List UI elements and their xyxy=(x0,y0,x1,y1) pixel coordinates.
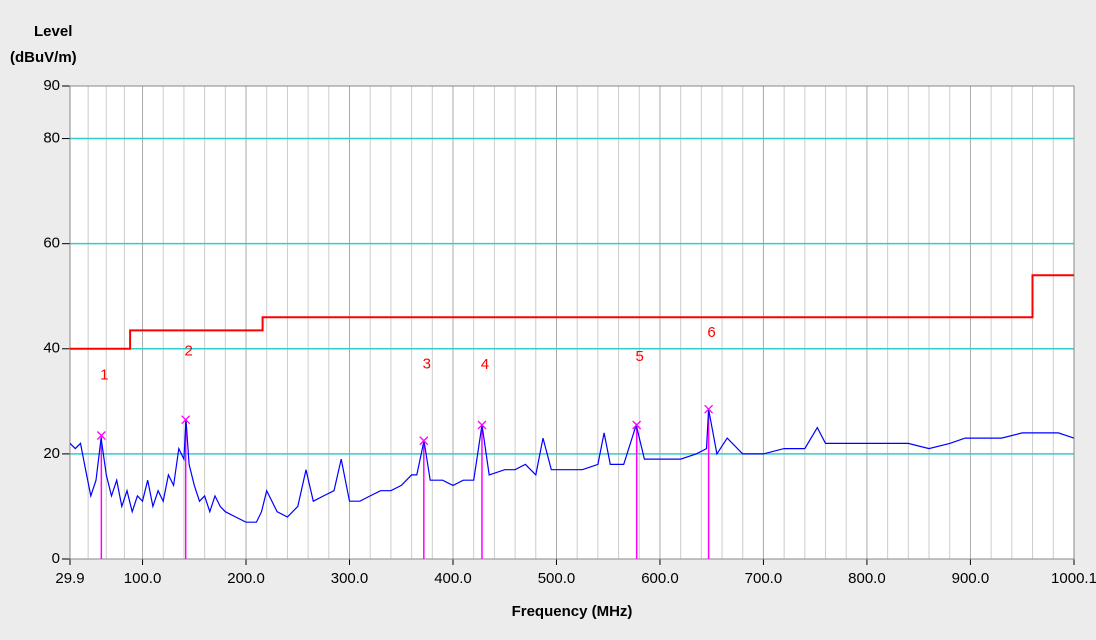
x-tick-label: 600.0 xyxy=(641,570,679,587)
marker-cross xyxy=(419,436,429,446)
marker-label: 5 xyxy=(636,348,644,365)
x-tick-label: 300.0 xyxy=(331,570,369,587)
marker-label: 2 xyxy=(185,343,193,360)
marker-label: 1 xyxy=(100,366,108,383)
marker-label: 6 xyxy=(707,324,715,341)
marker-label: 3 xyxy=(423,356,431,373)
y-tick-label: 90 xyxy=(43,77,60,94)
x-axis-title: Frequency (MHz) xyxy=(512,603,633,620)
y-tick-label: 20 xyxy=(43,445,60,462)
y-tick-label: 60 xyxy=(43,235,60,252)
series-line xyxy=(69,409,1075,523)
x-tick-label: 800.0 xyxy=(848,570,886,587)
series-line xyxy=(70,274,1074,350)
y-tick-label: 80 xyxy=(43,130,60,147)
x-tick-label: 200.0 xyxy=(227,570,265,587)
x-tick-label: 100.0 xyxy=(124,570,162,587)
marker-cross xyxy=(477,420,487,430)
marker-label: 4 xyxy=(481,356,489,373)
plot-frame xyxy=(69,85,1075,560)
plot-area xyxy=(70,86,1074,559)
y-axis-title: Level xyxy=(34,23,72,40)
marker-cross xyxy=(632,420,642,430)
x-tick-label: 500.0 xyxy=(538,570,576,587)
marker-cross xyxy=(704,404,714,414)
x-tick-label: 400.0 xyxy=(434,570,472,587)
y-axis-unit: (dBuV/m) xyxy=(10,49,77,66)
y-tick-label: 40 xyxy=(43,340,60,357)
y-tick-label: 0 xyxy=(52,550,60,567)
x-tick-label: 700.0 xyxy=(745,570,783,587)
x-tick-label: 1000.1 xyxy=(1051,570,1096,587)
marker-cross xyxy=(96,431,106,440)
x-tick-label: 29.9 xyxy=(55,570,84,587)
marker-cross xyxy=(181,415,191,425)
x-tick-label: 900.0 xyxy=(952,570,990,587)
